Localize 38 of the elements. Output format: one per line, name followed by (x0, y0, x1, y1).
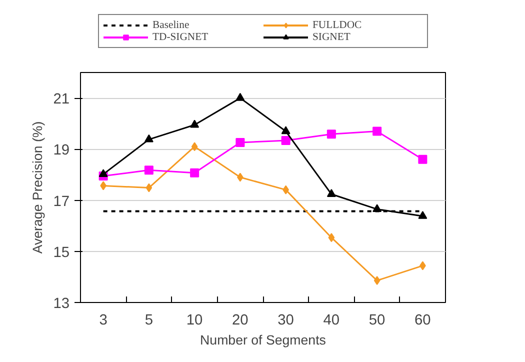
point (191, 142, 198, 152)
y-tick-label: 15 (53, 244, 70, 261)
point (372, 126, 382, 136)
x-tick-label: 3 (99, 312, 108, 328)
point (374, 276, 380, 286)
point (98, 169, 108, 178)
point (281, 126, 290, 134)
x-tick-label: 5 (144, 312, 154, 328)
y-tick-label: 21 (53, 92, 70, 108)
legend-label: FULLDOC (312, 19, 363, 31)
point (418, 211, 428, 219)
y-tick-label: 19 (53, 142, 70, 159)
x-tick-label: 40 (323, 312, 340, 328)
y-tick-label: 17 (53, 194, 70, 210)
x-tick-label: 10 (186, 312, 203, 328)
point (146, 183, 152, 192)
point (190, 168, 200, 178)
point (328, 233, 335, 242)
x-tick-label: 30 (278, 312, 294, 328)
point (144, 166, 154, 175)
y-tick-label: 13 (53, 296, 70, 312)
legend-label: TD-SIGNET (152, 31, 210, 43)
point (236, 92, 245, 101)
point (326, 189, 336, 197)
legend-label: SIGNET (312, 31, 352, 43)
point (372, 204, 382, 212)
y-axis-title: Average Precision (%) (30, 121, 46, 254)
x-tick-label: 20 (232, 312, 248, 328)
point (236, 138, 245, 148)
point (144, 134, 154, 142)
point (190, 120, 200, 128)
legend-label: Baseline (152, 19, 190, 31)
x-tick-label: 60 (414, 312, 431, 328)
point (281, 136, 290, 145)
x-tick-label: 50 (368, 312, 386, 328)
point (418, 154, 428, 164)
x-axis-title: Number of Segments (200, 332, 326, 348)
point (326, 130, 336, 139)
